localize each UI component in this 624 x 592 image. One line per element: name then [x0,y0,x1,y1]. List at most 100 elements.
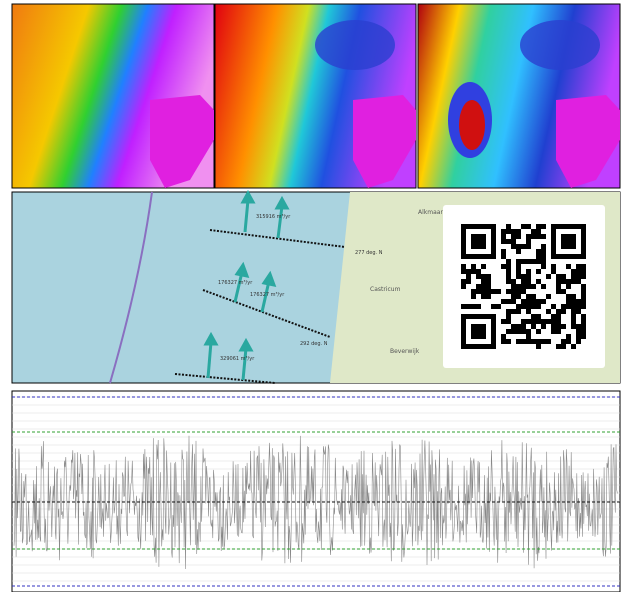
qr-module [531,259,536,264]
blob [520,20,600,70]
qr-module [506,279,511,284]
qr-module [461,329,466,334]
qr-module [571,309,576,314]
qr-module [506,229,511,234]
qr-module [571,279,576,284]
qr-module [581,289,586,294]
qr-module [501,234,506,239]
qr-module [566,234,571,239]
qr-module [566,294,571,299]
qr-module [581,264,586,269]
qr-module [481,279,486,284]
qr-module [526,239,531,244]
qr-module [486,294,491,299]
qr-module [536,329,541,334]
qr-module [471,334,476,339]
qr-module [461,339,466,344]
qr-module [526,304,531,309]
qr-module [551,314,556,319]
qr-module [521,284,526,289]
qr-module [481,329,486,334]
qr-module [526,244,531,249]
qr-module [461,319,466,324]
qr-module [536,319,541,324]
qr-module [531,284,536,289]
qr-module [471,264,476,269]
qr-module [536,249,541,254]
qr-module [551,239,556,244]
qr-module [566,244,571,249]
qr-module [561,274,566,279]
qr-module [561,234,566,239]
qr-module [511,309,516,314]
qr-module [546,339,551,344]
qr-module [581,269,586,274]
qr-module [566,299,571,304]
qr-module [561,224,566,229]
qr-module [581,254,586,259]
qr-module [501,334,506,339]
qr-module [581,244,586,249]
qr-module [461,239,466,244]
qr-module [491,224,496,229]
qr-module [491,234,496,239]
qr-module [531,229,536,234]
qr-module [476,314,481,319]
qr-module [581,329,586,334]
qr-module [566,239,571,244]
qr-module [576,269,581,274]
qr-module [581,334,586,339]
map-panel: 315916 m³/yr 277 deg. N 176327 m³/yr 176… [12,192,620,383]
qr-module [461,224,466,229]
qr-module [481,234,486,239]
qr-module [491,254,496,259]
qr-module [491,239,496,244]
qr-module [481,324,486,329]
qr-module [546,319,551,324]
qr-module [526,234,531,239]
qr-module [501,339,506,344]
qr-module [581,324,586,329]
qr-module [481,244,486,249]
qr-module [506,339,511,344]
qr-module [561,304,566,309]
qr-module [466,314,471,319]
qr-module [491,229,496,234]
qr-module [521,319,526,324]
qr-module [561,239,566,244]
qr-module [466,269,471,274]
qr-module [476,344,481,349]
qr-module [516,269,521,274]
qr-module [501,229,506,234]
qr-module [506,314,511,319]
qr-module [526,299,531,304]
qr-module [531,314,536,319]
qr-module [516,324,521,329]
qr-module [471,324,476,329]
qr-module [571,239,576,244]
qr-module [576,334,581,339]
qr-module [551,264,556,269]
qr-module [551,229,556,234]
qr-module [491,249,496,254]
qr-module [506,274,511,279]
qr-module [506,329,511,334]
qr-module [576,304,581,309]
qr-module [491,334,496,339]
qr-module [521,324,526,329]
qr-module [486,289,491,294]
qr-module [486,224,491,229]
qr-module [471,289,476,294]
qr-module [571,254,576,259]
qr-module [471,244,476,249]
qr-module [481,289,486,294]
qr-module [511,229,516,234]
qr-module [531,324,536,329]
qr-module [511,239,516,244]
qr-module [521,259,526,264]
qr-module [501,319,506,324]
qr-module [556,309,561,314]
qr-module [526,224,531,229]
qr-module [541,324,546,329]
qr-module [471,234,476,239]
